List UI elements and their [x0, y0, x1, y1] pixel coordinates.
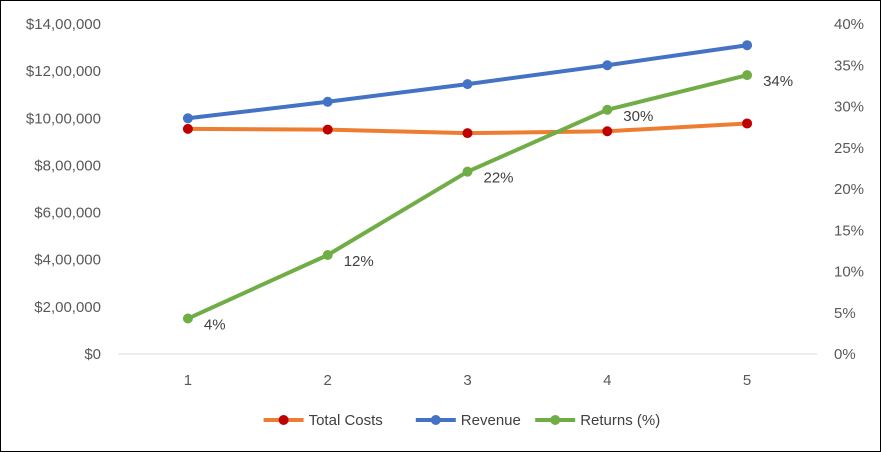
legend-item: Returns (%) [535, 412, 660, 429]
left-axis-tick-label: $0 [84, 346, 101, 363]
data-point [462, 166, 473, 177]
data-point [182, 313, 193, 324]
right-axis-tick-label: 30% [834, 99, 864, 116]
series-layer: 4% 12% 22% 30% 34% [182, 40, 793, 334]
legend-marker-swatch [430, 415, 441, 425]
left-axis-tick-label: $10,00,000 [26, 110, 101, 127]
right-axis-tick-label: 5% [834, 305, 856, 322]
right-axis-tick-label: 25% [834, 140, 864, 157]
x-axis-ticks: 1 2 3 4 5 [184, 372, 752, 389]
left-axis-tick-label: $8,00,000 [34, 157, 101, 174]
left-axis-tick-label: $2,00,000 [34, 299, 101, 316]
data-label: 4% [204, 317, 226, 334]
right-axis-tick-label: 40% [834, 16, 864, 33]
x-axis-tick-label: 2 [324, 372, 332, 389]
left-axis-tick-label: $12,00,000 [26, 63, 101, 80]
data-point [182, 123, 193, 134]
legend: Total Costs Revenue Returns (%) [263, 412, 660, 429]
data-point [322, 250, 333, 260]
x-axis-tick-label: 5 [743, 372, 751, 389]
data-point [322, 96, 333, 107]
data-point [742, 70, 753, 81]
left-axis-tick-label: $14,00,000 [26, 16, 101, 33]
right-axis-tick-label: 20% [834, 181, 864, 198]
data-label: 34% [763, 73, 793, 90]
legend-marker-swatch [550, 415, 561, 425]
left-axis-tick-label: $6,00,000 [34, 205, 101, 222]
right-axis-tick-label: 0% [834, 346, 856, 363]
data-point [322, 124, 333, 135]
x-axis-tick-label: 3 [463, 372, 471, 389]
x-axis-tick-label: 4 [603, 372, 611, 389]
legend-item: Revenue [415, 412, 521, 429]
data-point [742, 40, 753, 51]
data-point [182, 113, 193, 124]
series-line [185, 73, 750, 321]
x-axis-tick-label: 1 [184, 372, 192, 389]
data-label: 12% [344, 253, 374, 270]
legend-item: Total Costs [263, 412, 383, 429]
right-axis-tick-label: 15% [834, 222, 864, 239]
series-group: 4% 12% 22% 30% 34% [182, 70, 793, 334]
series-group [182, 40, 753, 124]
legend-label: Revenue [461, 412, 521, 429]
data-point [602, 60, 613, 71]
data-point [462, 128, 473, 139]
data-point [602, 126, 613, 137]
left-axis-tick-label: $4,00,000 [34, 252, 101, 269]
left-axis-ticks: $0 $2,00,000 $4,00,000 $6,00,000 $8,00,000 $1… [26, 16, 101, 363]
data-label: 30% [623, 108, 653, 125]
right-axis-ticks: 0% 5% 10% 15% 20% 25% 30% 35% 40% [834, 16, 864, 363]
right-axis-tick-label: 10% [834, 264, 864, 281]
data-point [742, 118, 753, 129]
right-axis-tick-label: 35% [834, 57, 864, 74]
series-group [182, 118, 753, 139]
legend-label: Returns (%) [580, 412, 660, 429]
legend-marker-swatch [278, 415, 289, 425]
data-point [602, 104, 613, 115]
data-point [462, 79, 473, 90]
data-label: 22% [484, 170, 514, 187]
legend-label: Total Costs [309, 412, 383, 429]
